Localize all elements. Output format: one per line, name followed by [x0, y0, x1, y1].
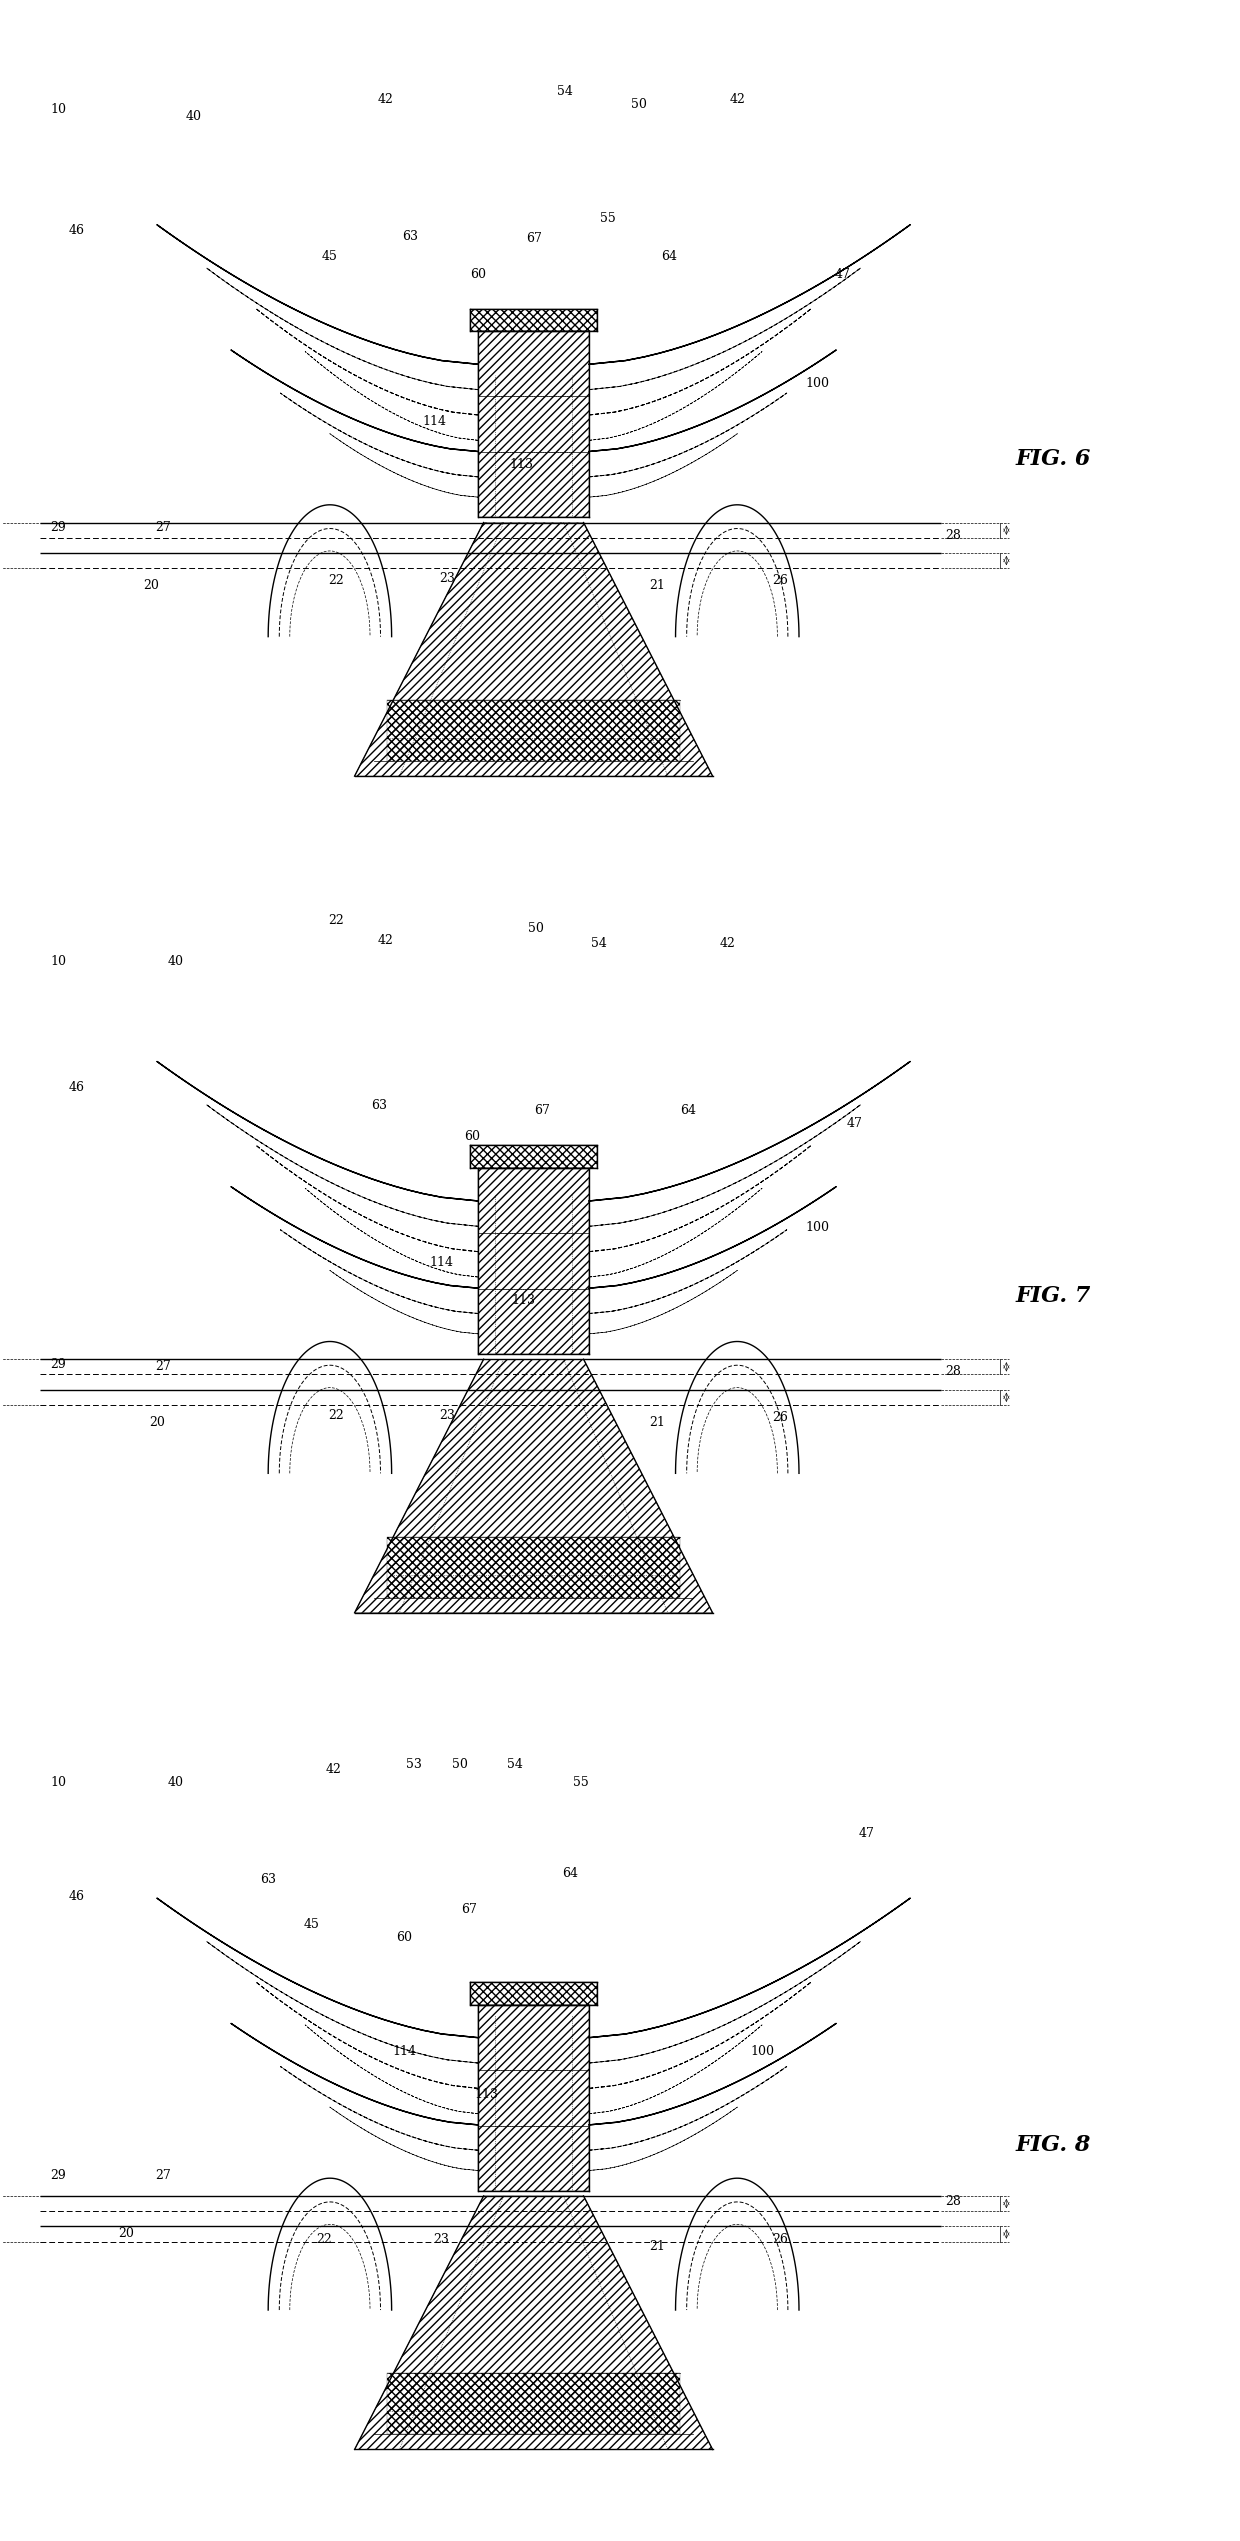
- Text: 42: 42: [377, 935, 393, 948]
- Text: 27: 27: [155, 1359, 171, 1372]
- Text: 20: 20: [149, 1415, 165, 1428]
- Text: 64: 64: [661, 249, 677, 262]
- Text: 67: 67: [461, 1903, 477, 1916]
- Text: 54: 54: [591, 938, 606, 950]
- Text: 63: 63: [371, 1100, 387, 1113]
- Text: 23: 23: [439, 1408, 455, 1420]
- Text: 113: 113: [475, 2089, 498, 2101]
- Text: 63: 63: [260, 1873, 277, 1885]
- Text: 67: 67: [534, 1105, 551, 1118]
- Text: 29: 29: [51, 521, 66, 534]
- Text: 10: 10: [51, 955, 66, 968]
- Text: 55: 55: [600, 211, 615, 224]
- Bar: [387, 2373, 681, 2434]
- Text: 54: 54: [507, 1758, 523, 1771]
- Text: 100: 100: [806, 376, 830, 389]
- Text: 21: 21: [649, 1415, 665, 1428]
- Text: 53: 53: [405, 1758, 422, 1771]
- Text: 45: 45: [304, 1918, 320, 1931]
- Text: 100: 100: [750, 2046, 774, 2058]
- Text: 42: 42: [719, 938, 735, 950]
- Bar: [479, 330, 589, 518]
- Text: 40: 40: [167, 1776, 184, 1789]
- Text: 20: 20: [118, 2228, 134, 2241]
- Text: 47: 47: [835, 267, 851, 280]
- Text: 114: 114: [429, 1255, 453, 1270]
- Text: 26: 26: [773, 574, 789, 587]
- Text: 40: 40: [167, 955, 184, 968]
- Text: 26: 26: [773, 2234, 789, 2246]
- Text: 23: 23: [433, 2234, 449, 2246]
- Text: 64: 64: [563, 1868, 579, 1880]
- Text: 50: 50: [631, 97, 646, 112]
- Text: FIG. 8: FIG. 8: [1016, 2134, 1090, 2157]
- Text: FIG. 7: FIG. 7: [1016, 1286, 1090, 1306]
- Text: 22: 22: [329, 915, 343, 927]
- Text: 113: 113: [512, 1293, 536, 1309]
- Text: 28: 28: [945, 1365, 961, 1377]
- Text: 64: 64: [680, 1105, 696, 1118]
- Bar: [479, 1169, 589, 1354]
- Bar: [470, 310, 598, 330]
- Bar: [470, 1982, 598, 2005]
- Text: 28: 28: [945, 529, 961, 541]
- Text: 47: 47: [859, 1827, 875, 1840]
- Text: 21: 21: [649, 2241, 665, 2254]
- Text: 22: 22: [329, 1408, 343, 1420]
- Text: 10: 10: [51, 1776, 66, 1789]
- Text: 21: 21: [649, 579, 665, 592]
- Bar: [387, 1537, 681, 1598]
- Text: 29: 29: [51, 1357, 66, 1370]
- Text: 60: 60: [396, 1931, 412, 1944]
- Text: 42: 42: [377, 91, 393, 107]
- Bar: [470, 1146, 598, 1169]
- Text: 100: 100: [806, 1220, 830, 1235]
- Text: 29: 29: [51, 2170, 66, 2183]
- Text: 28: 28: [945, 2195, 961, 2208]
- Text: 45: 45: [322, 249, 337, 262]
- Text: 27: 27: [155, 2170, 171, 2183]
- Text: 46: 46: [69, 1082, 84, 1095]
- Text: 50: 50: [528, 922, 544, 935]
- Text: 63: 63: [402, 229, 418, 241]
- Text: 55: 55: [573, 1776, 588, 1789]
- Bar: [387, 699, 681, 760]
- Text: 50: 50: [451, 1758, 467, 1771]
- Text: 42: 42: [729, 91, 745, 107]
- Bar: [479, 2005, 589, 2190]
- Text: 20: 20: [143, 579, 159, 592]
- Text: 26: 26: [773, 1410, 789, 1423]
- Text: 40: 40: [186, 109, 202, 125]
- Text: 47: 47: [847, 1118, 863, 1131]
- Text: 60: 60: [464, 1131, 480, 1143]
- Text: 22: 22: [329, 574, 343, 587]
- Text: 46: 46: [69, 1891, 84, 1903]
- Text: 46: 46: [69, 224, 84, 236]
- Text: 27: 27: [155, 521, 171, 534]
- Text: FIG. 6: FIG. 6: [1016, 447, 1090, 470]
- Text: 22: 22: [316, 2234, 331, 2246]
- Text: 23: 23: [439, 572, 455, 584]
- Text: 114: 114: [392, 2046, 415, 2058]
- Text: 114: 114: [423, 414, 446, 427]
- Text: 113: 113: [510, 457, 533, 470]
- Text: 67: 67: [526, 231, 542, 244]
- Text: 42: 42: [326, 1763, 341, 1776]
- Text: 54: 54: [557, 84, 573, 99]
- Text: 60: 60: [470, 267, 486, 280]
- Text: 10: 10: [51, 102, 66, 117]
